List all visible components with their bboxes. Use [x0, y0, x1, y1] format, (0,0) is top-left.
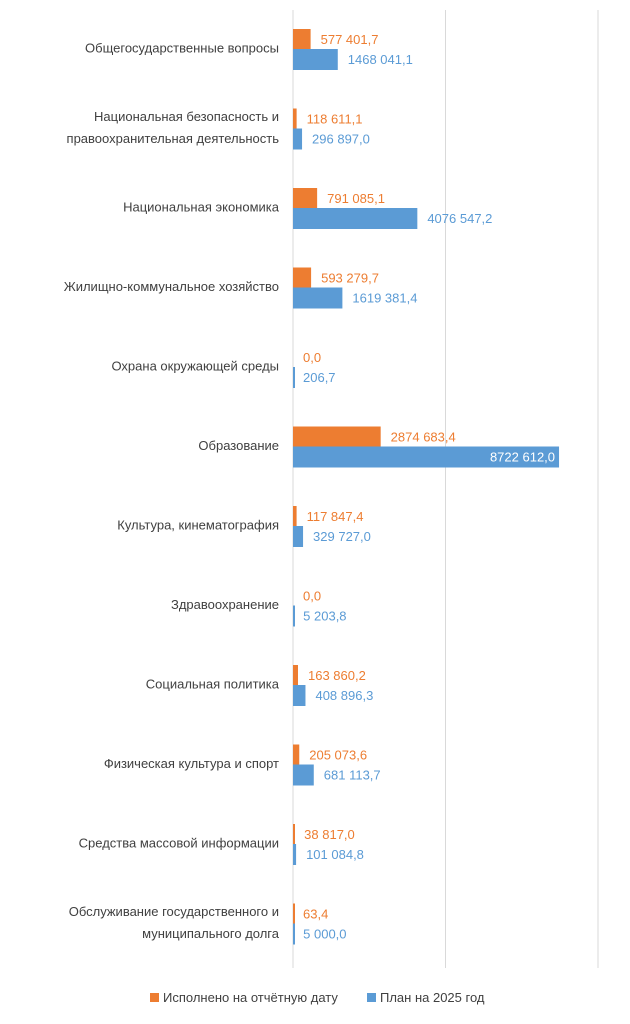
bar-plan [293, 128, 303, 150]
bar-executed [293, 744, 300, 766]
category-label-line: Охрана окружающей среды [111, 359, 279, 374]
category-label: Образование [198, 438, 279, 453]
category-label-line: Здравоохранение [171, 597, 279, 612]
value-label-executed: 577 401,7 [321, 32, 379, 47]
category-label-line: Общегосударственные вопросы [85, 41, 279, 56]
bar-executed [293, 506, 297, 527]
value-label-executed: 791 085,1 [327, 191, 385, 206]
category-label: Средства массовой информации [79, 836, 279, 851]
category-label-line: Физическая культура и спорт [104, 756, 279, 771]
value-label-plan: 101 084,8 [306, 847, 364, 862]
category-label-line: Культура, кинематография [117, 518, 279, 533]
category-label: Культура, кинематография [117, 518, 279, 533]
bar-executed [293, 426, 381, 448]
value-label-plan: 4076 547,2 [427, 211, 492, 226]
bar-plan [293, 605, 295, 627]
value-label-plan: 329 727,0 [313, 529, 371, 544]
category-label-line: правоохранительная деятельность [67, 131, 280, 146]
value-label-executed: 0,0 [303, 589, 321, 604]
category-label: Национальная экономика [123, 200, 280, 215]
category-label: Здравоохранение [171, 597, 279, 612]
legend: Исполнено на отчётную дату План на 2025 … [150, 990, 485, 1005]
bar-plan [293, 367, 295, 388]
value-label-executed: 117 847,4 [307, 509, 364, 524]
bar-executed [293, 188, 318, 209]
category-label: Жилищно-коммунальное хозяйство [64, 279, 279, 294]
bar-executed [293, 108, 297, 130]
bar-executed [293, 824, 295, 845]
bar-plan [293, 49, 338, 70]
bar-plan [293, 446, 560, 468]
value-label-executed: 205 073,6 [309, 748, 367, 763]
category-label-line: муниципального долга [142, 926, 280, 941]
category-label: Охрана окружающей среды [111, 359, 279, 374]
bars [293, 29, 560, 945]
category-labels: Общегосударственные вопросы Национальная … [64, 41, 280, 942]
value-label-executed: 593 279,7 [321, 271, 379, 286]
bar-executed [293, 903, 295, 925]
value-label-executed: 0,0 [303, 350, 321, 365]
category-label-line: Средства массовой информации [79, 836, 279, 851]
bar-executed [293, 267, 312, 289]
value-label-executed: 163 860,2 [308, 668, 366, 683]
value-label-executed: 118 611,1 [307, 112, 363, 127]
category-label-line: Социальная политика [146, 677, 280, 692]
value-label-plan: 681 113,7 [324, 768, 381, 783]
value-label-plan: 1619 381,4 [352, 291, 417, 306]
category-label: Национальная безопасность и правоохраните… [67, 109, 280, 146]
value-label-executed: 2874 683,4 [391, 430, 456, 445]
value-label-plan: 1468 041,1 [348, 52, 413, 67]
value-label-plan: 296 897,0 [312, 132, 370, 147]
value-label-executed: 38 817,0 [304, 827, 355, 842]
value-label-plan: 8722 612,0 [490, 450, 555, 465]
value-label-plan: 5 000,0 [303, 927, 346, 942]
category-label-line: Национальная экономика [123, 200, 280, 215]
category-label: Обслуживание государственного и муниципал… [69, 904, 280, 941]
category-label: Физическая культура и спорт [104, 756, 279, 771]
value-label-executed: 63,4 [303, 907, 328, 922]
bar-plan [293, 764, 314, 786]
bar-executed [293, 29, 311, 50]
category-label: Социальная политика [146, 677, 280, 692]
value-label-plan: 408 896,3 [315, 688, 373, 703]
bar-executed [293, 665, 298, 686]
bar-plan [293, 923, 295, 945]
bar-plan [293, 685, 306, 706]
bar-plan [293, 287, 343, 309]
category-label-line: Жилищно-коммунальное хозяйство [64, 279, 279, 294]
value-labels: 577 401,7 1468 041,1 118 611,1 296 897,0 791… [303, 32, 555, 942]
gridlines [292, 10, 599, 968]
legend-label-executed: Исполнено на отчётную дату [163, 990, 338, 1005]
bar-plan [293, 844, 297, 865]
value-label-plan: 5 203,8 [303, 609, 346, 624]
value-label-plan: 206,7 [303, 370, 336, 385]
bar-plan [293, 526, 304, 547]
legend-swatch-plan [367, 993, 376, 1002]
category-label-line: Национальная безопасность и [94, 109, 279, 124]
legend-label-plan: План на 2025 год [380, 990, 485, 1005]
bar-plan [293, 208, 418, 229]
category-label-line: Образование [198, 438, 279, 453]
category-label-line: Обслуживание государственного и [69, 904, 279, 919]
legend-swatch-executed [150, 993, 159, 1002]
category-label: Общегосударственные вопросы [85, 41, 279, 56]
